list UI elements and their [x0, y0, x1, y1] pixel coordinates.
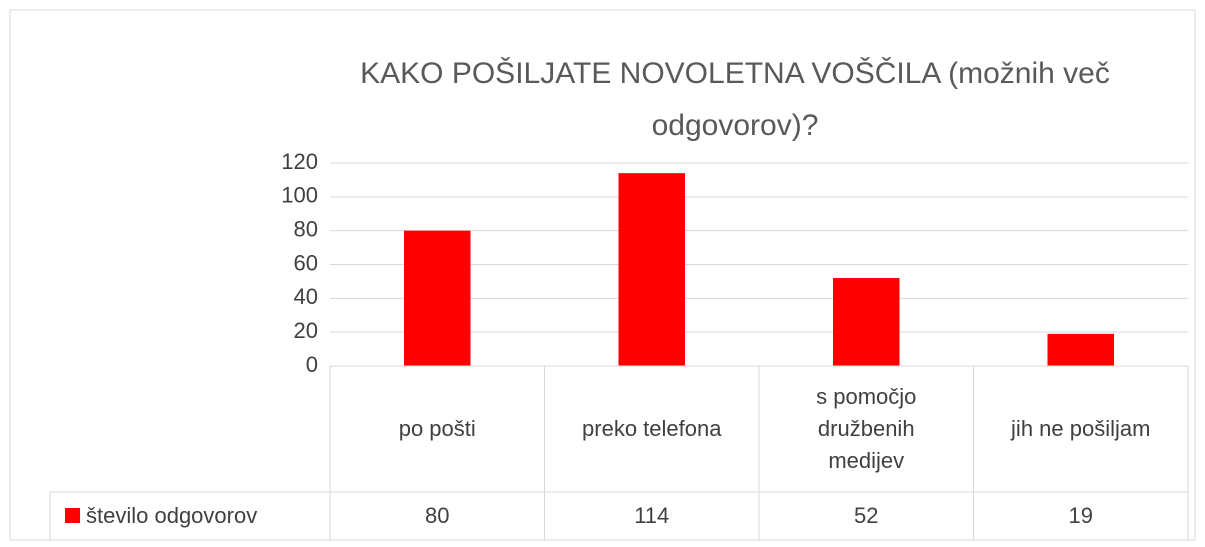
bar: [618, 173, 685, 366]
y-tick-label: 60: [294, 250, 318, 275]
y-tick-label: 20: [294, 318, 318, 343]
x-tick-label: jih ne pošiljam: [1011, 416, 1151, 441]
table-value: 52: [854, 503, 879, 528]
x-tick-label: s pomočjo družbenih medijev: [816, 384, 917, 473]
table-value: 80: [425, 503, 450, 528]
table-value: 19: [1068, 503, 1093, 528]
chart-title: KAKO POŠILJATE NOVOLETNA VOŠČILA (možnih…: [360, 57, 1110, 142]
bar: [404, 230, 471, 366]
y-tick-label: 120: [281, 149, 318, 174]
legend-key: [65, 508, 80, 523]
y-tick-label: 40: [294, 284, 318, 309]
legend-label: število odgovorov: [86, 503, 258, 528]
x-tick-label: preko telefona: [582, 416, 722, 441]
x-tick-label: po pošti: [398, 416, 476, 441]
bar: [833, 278, 900, 366]
y-tick-label: 0: [306, 352, 318, 377]
y-tick-label: 80: [294, 216, 318, 241]
table-value: 114: [634, 503, 670, 528]
y-tick-label: 100: [281, 183, 318, 208]
bar: [1047, 333, 1114, 366]
